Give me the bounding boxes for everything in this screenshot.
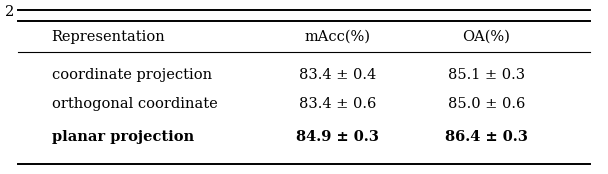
Text: orthogonal coordinate: orthogonal coordinate [52, 97, 218, 111]
Text: Representation: Representation [52, 30, 165, 44]
Text: 83.4 ± 0.4: 83.4 ± 0.4 [299, 68, 376, 82]
Text: coordinate projection: coordinate projection [52, 68, 212, 82]
Text: planar projection: planar projection [52, 130, 194, 144]
Text: 86.4 ± 0.3: 86.4 ± 0.3 [445, 130, 528, 144]
Text: 85.1 ± 0.3: 85.1 ± 0.3 [448, 68, 525, 82]
Text: OA(%): OA(%) [463, 30, 510, 44]
Text: 85.0 ± 0.6: 85.0 ± 0.6 [447, 97, 525, 111]
Text: 83.4 ± 0.6: 83.4 ± 0.6 [299, 97, 376, 111]
Text: 84.9 ± 0.3: 84.9 ± 0.3 [296, 130, 379, 144]
Text: 2: 2 [5, 5, 14, 19]
Text: mAcc(%): mAcc(%) [305, 30, 370, 44]
